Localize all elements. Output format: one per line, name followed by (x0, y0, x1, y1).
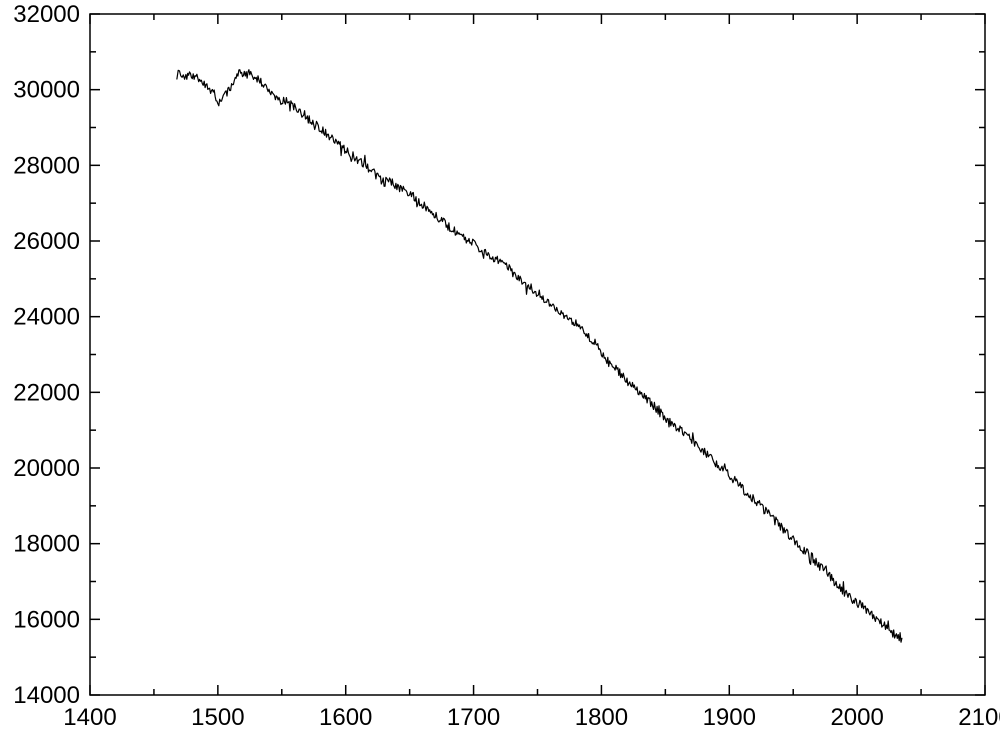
y-tick-label: 20000 (13, 455, 80, 482)
plot-background (0, 0, 1000, 741)
x-tick-label: 1700 (447, 704, 500, 731)
line-chart: 1400150016001700180019002000210014000160… (0, 0, 1000, 741)
y-tick-label: 24000 (13, 304, 80, 331)
y-tick-label: 28000 (13, 152, 80, 179)
x-tick-label: 1800 (575, 704, 628, 731)
x-tick-label: 1600 (319, 704, 372, 731)
y-tick-label: 22000 (13, 379, 80, 406)
chart-container: 1400150016001700180019002000210014000160… (0, 0, 1000, 741)
y-tick-label: 26000 (13, 228, 80, 255)
x-tick-label: 1900 (703, 704, 756, 731)
x-tick-label: 1500 (191, 704, 244, 731)
y-tick-label: 30000 (13, 77, 80, 104)
y-tick-label: 14000 (13, 682, 80, 709)
x-tick-label: 2100 (958, 704, 1000, 731)
y-tick-label: 32000 (13, 1, 80, 28)
y-tick-label: 18000 (13, 531, 80, 558)
y-tick-label: 16000 (13, 606, 80, 633)
x-tick-label: 2000 (830, 704, 883, 731)
